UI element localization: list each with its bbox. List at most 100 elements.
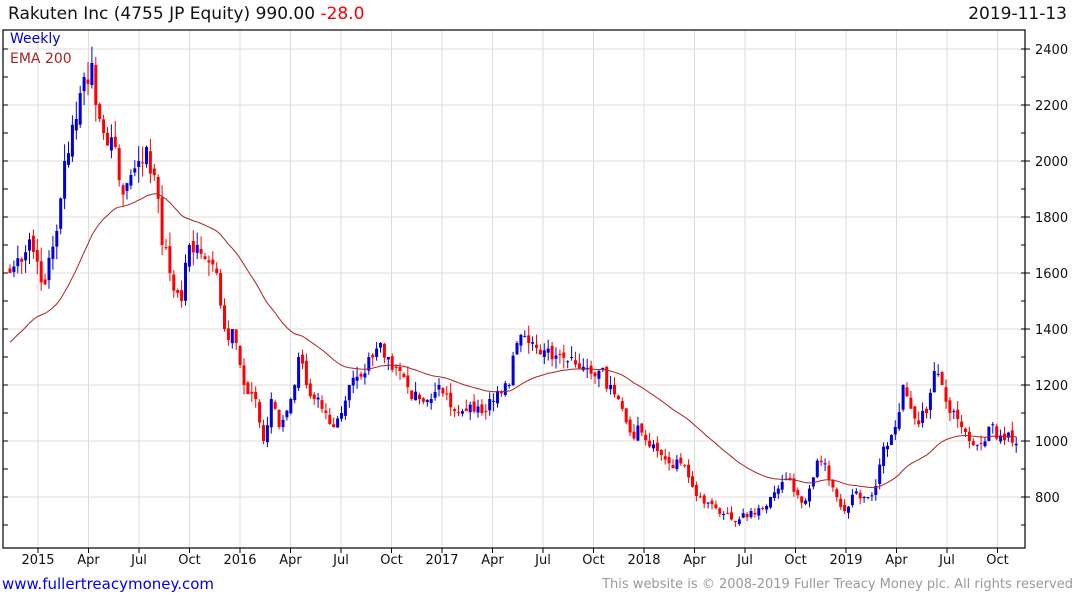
candle-body (570, 357, 574, 358)
candle-body (258, 402, 262, 423)
candle-body (597, 371, 601, 379)
x-tick-label: Apr (77, 553, 100, 568)
candle-body (749, 511, 753, 518)
candle-body (226, 328, 230, 341)
candle-body (932, 371, 936, 393)
x-tick-label: 2018 (627, 553, 660, 568)
candle-body (410, 390, 414, 399)
candle-body (811, 477, 815, 487)
candle-body (519, 334, 523, 346)
candle-body (675, 459, 679, 470)
candle-body (156, 176, 160, 199)
candle-body (121, 185, 125, 195)
candle-body (1006, 432, 1010, 438)
x-tick-label: Apr (885, 553, 908, 568)
website-link[interactable]: www.fullertreacymoney.com (2, 575, 215, 593)
legend-ema: EMA 200 (10, 51, 72, 67)
y-tick-label: 2200 (1035, 99, 1068, 114)
candle-body (304, 360, 308, 385)
candle-body (219, 273, 223, 306)
candle-body (687, 464, 691, 478)
plot-frame (2, 29, 1026, 549)
candle-body (67, 153, 70, 165)
candle-body (667, 457, 671, 464)
candle-body (74, 119, 78, 131)
candle-body (858, 492, 862, 499)
candle-body (546, 348, 550, 353)
candle-body (359, 373, 363, 377)
candle-body (285, 410, 289, 418)
candle-body (246, 382, 250, 395)
candle-body (59, 198, 63, 229)
candle-body (207, 260, 211, 263)
candle-body (905, 387, 909, 397)
candle-body (952, 411, 956, 413)
candle-body (745, 513, 749, 518)
candle-body (39, 261, 43, 283)
candle-body (421, 398, 425, 402)
x-tick-label: 2016 (223, 553, 256, 568)
last-price: 990.00 (255, 4, 316, 24)
candle-body (176, 290, 180, 293)
candle-body (928, 392, 932, 410)
candle-body (340, 413, 343, 419)
candle-body (843, 504, 847, 511)
candle-body (909, 397, 913, 409)
candle-body (238, 346, 242, 365)
candle-body (722, 514, 726, 516)
candle-body (632, 431, 636, 439)
candle-body (129, 175, 133, 186)
candle-body (488, 399, 492, 411)
candle-body (819, 460, 823, 463)
candle-body (558, 353, 562, 355)
candle-body (652, 444, 655, 449)
candle-body (769, 497, 772, 508)
x-tick-label: Jul (534, 553, 551, 568)
candle-body (382, 343, 386, 358)
candle-body (113, 136, 117, 147)
candle-body (24, 252, 28, 261)
candle-body (180, 290, 184, 301)
candle-body (889, 434, 893, 446)
candle-body (199, 248, 203, 254)
candle-body (691, 476, 694, 487)
candle-body (418, 394, 421, 399)
candle-body (242, 365, 246, 385)
candle-body (277, 409, 281, 427)
candle-body (152, 168, 156, 175)
y-tick-label: 1800 (1035, 211, 1068, 226)
candle-body (51, 246, 55, 259)
candle-body (800, 496, 804, 503)
candle-body (1014, 443, 1018, 446)
candle-body (117, 148, 121, 181)
x-tick-label: Oct (986, 553, 1008, 568)
candle-body (8, 268, 12, 273)
candle-body (90, 63, 94, 86)
candle-body (20, 258, 24, 262)
candle-body (316, 397, 320, 400)
candle-body (663, 456, 667, 460)
candle-body (804, 500, 808, 504)
x-tick-label: Apr (683, 553, 706, 568)
price-change: -28.0 (320, 4, 365, 24)
candle-body (215, 268, 219, 273)
x-tick-label: Apr (279, 553, 302, 568)
candle-body (398, 366, 402, 371)
y-tick-label: 2400 (1035, 43, 1068, 58)
candle-body (613, 384, 616, 395)
y-tick-label: 1000 (1035, 435, 1068, 450)
candle-body (823, 463, 827, 465)
candle-body (499, 391, 503, 394)
candle-body (133, 168, 137, 173)
candle-body (683, 465, 687, 467)
x-tick-label: Jul (938, 553, 955, 568)
candle-body (562, 352, 566, 358)
candle-body (983, 441, 987, 447)
y-tick-label: 1200 (1035, 379, 1068, 394)
candle-body (402, 373, 406, 378)
candle-body (234, 329, 238, 343)
candle-body (375, 348, 379, 357)
candle-body (644, 434, 648, 441)
y-tick-label: 800 (1035, 491, 1060, 506)
